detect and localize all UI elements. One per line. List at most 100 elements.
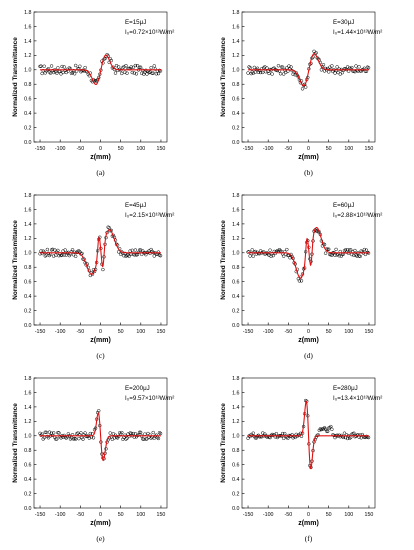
intensity-label: I₀=1.44×10¹³W/m²: [333, 29, 382, 36]
data-point: [323, 251, 328, 255]
y-tick-label: 1.8: [24, 193, 31, 199]
y-tick-label: 0.2: [24, 308, 31, 314]
panel-sublabel: (b): [304, 168, 313, 177]
data-point: [57, 253, 61, 258]
data-point: [131, 431, 136, 436]
data-point: [323, 427, 328, 431]
y-tick-label: 1.0: [24, 68, 31, 74]
data-point: [152, 436, 156, 440]
data-point: [340, 434, 345, 439]
x-tick-label: -50: [77, 512, 85, 518]
y-tick-label: 0.6: [232, 463, 239, 469]
data-point: [142, 437, 146, 442]
x-tick-label: 0: [99, 146, 102, 152]
data-point: [44, 430, 49, 435]
data-point: [129, 65, 133, 69]
data-point: [123, 70, 127, 74]
x-tick-label: -100: [55, 146, 66, 152]
y-tick-label: 1.6: [24, 207, 31, 213]
data-point: [261, 70, 265, 75]
y-tick-label: 1.2: [24, 419, 31, 425]
data-point: [116, 434, 121, 439]
data-point: [300, 87, 305, 91]
data-point: [315, 56, 319, 60]
data-point: [285, 247, 289, 252]
data-point: [264, 251, 268, 256]
y-tick-label: 0.6: [232, 280, 239, 286]
data-point: [281, 436, 286, 441]
y-tick-label: 0.2: [24, 491, 31, 497]
y-tick-label: 0.0: [24, 140, 31, 146]
data-points: [38, 52, 163, 84]
data-point: [138, 430, 143, 435]
y-tick-label: 0.4: [232, 477, 239, 483]
data-point: [127, 434, 131, 439]
data-point: [156, 250, 161, 254]
data-point: [120, 430, 124, 435]
x-tick-label: 100: [344, 146, 353, 152]
fit-curve: [40, 412, 161, 462]
x-tick-label: -50: [77, 329, 85, 335]
data-point: [251, 254, 255, 258]
data-point: [279, 65, 284, 69]
data-point: [158, 431, 163, 436]
data-point: [71, 68, 76, 73]
y-tick-label: 0.0: [232, 140, 239, 146]
data-point: [87, 436, 92, 440]
panel-sublabel: (e): [96, 534, 105, 543]
x-tick-label: 50: [326, 512, 332, 518]
data-point: [327, 70, 331, 74]
data-point: [278, 249, 283, 253]
y-tick-label: 1.8: [232, 193, 239, 199]
x-tick-label: 150: [365, 512, 374, 518]
data-point: [273, 251, 277, 256]
data-point: [108, 431, 112, 435]
data-point: [250, 248, 254, 252]
data-point: [297, 279, 302, 283]
fit-curve: [248, 226, 369, 279]
y-tick-label: 0.8: [24, 265, 31, 271]
data-point: [133, 248, 138, 252]
data-point: [254, 436, 259, 440]
panel-sublabel: (f): [305, 534, 313, 543]
data-point: [248, 66, 252, 70]
data-point: [249, 251, 253, 256]
data-point: [316, 433, 320, 437]
data-point: [247, 65, 251, 69]
data-point: [124, 63, 128, 68]
data-point: [149, 65, 153, 70]
y-tick-label: 1.6: [232, 207, 239, 213]
y-tick-label: 1.0: [24, 251, 31, 257]
data-point: [43, 71, 47, 75]
y-tick-label: 1.8: [24, 376, 31, 382]
data-point: [256, 70, 261, 74]
data-point: [47, 70, 52, 74]
data-point: [293, 73, 297, 77]
panel-sublabel: (c): [96, 351, 105, 360]
data-point: [275, 68, 280, 73]
y-tick-label: 1.0: [232, 251, 239, 257]
x-tick-label: -150: [243, 146, 254, 152]
data-point: [97, 409, 101, 413]
data-point: [42, 64, 46, 68]
data-point: [56, 66, 60, 70]
data-point: [57, 431, 61, 435]
y-tick-label: 0.0: [24, 323, 31, 329]
data-point: [82, 257, 86, 261]
y-tick-label: 0.4: [24, 294, 31, 300]
data-point: [352, 431, 356, 435]
y-tick-label: 1.0: [232, 68, 239, 74]
y-tick-label: 0.2: [24, 125, 31, 131]
data-point: [362, 247, 367, 252]
x-axis-title: z(mm): [298, 520, 319, 527]
data-point: [73, 63, 78, 68]
data-point: [354, 253, 358, 257]
x-tick-label: 0: [307, 512, 310, 518]
data-point: [288, 67, 292, 71]
fit-curve: [40, 54, 161, 86]
intensity-label: I₀=13.4×10¹³W/m²: [333, 395, 382, 402]
data-point: [334, 68, 338, 73]
data-point: [79, 431, 83, 435]
data-point: [138, 248, 143, 252]
